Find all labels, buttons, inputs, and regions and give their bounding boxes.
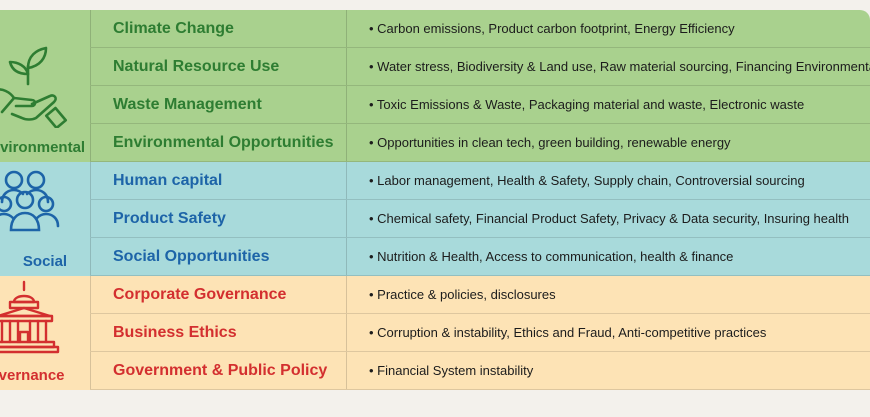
environmental-pillar: Environmental (0, 10, 90, 162)
category-natural-resource-use: Natural Resource Use (90, 48, 347, 85)
category-government-public-policy: Government & Public Policy (90, 352, 347, 389)
table-row: Social Opportunities • Nutrition & Healt… (90, 238, 870, 276)
category-waste-management: Waste Management (90, 86, 347, 123)
table-row: Corporate Governance • Practice & polici… (90, 276, 870, 314)
category-product-safety: Product Safety (90, 200, 347, 237)
description: • Financial System instability (369, 363, 534, 378)
description: • Practice & policies, disclosures (369, 287, 556, 302)
category-climate-change: Climate Change (90, 10, 347, 47)
category-corporate-governance: Corporate Governance (90, 276, 347, 313)
category-environmental-opportunities: Environmental Opportunities (90, 124, 347, 161)
table-row: Product Safety • Chemical safety, Financ… (90, 200, 870, 238)
description: • Corruption & instability, Ethics and F… (369, 325, 767, 340)
governance-pillar: overnance (0, 276, 90, 390)
category-business-ethics: Business Ethics (90, 314, 347, 351)
table-row: Government & Public Policy • Financial S… (90, 352, 870, 390)
description: • Carbon emissions, Product carbon footp… (369, 21, 735, 36)
description: • Chemical safety, Financial Product Saf… (369, 211, 849, 226)
table-row: Environmental Opportunities • Opportunit… (90, 124, 870, 162)
people-group-icon (0, 170, 60, 232)
environmental-label: Environmental (0, 139, 86, 156)
description: • Opportunities in clean tech, green bui… (369, 135, 731, 150)
social-pillar: Social (0, 162, 90, 276)
governance-group: overnance Corporate Governance • Practic… (0, 276, 870, 390)
social-group: Social Human capital • Labor management,… (0, 162, 870, 276)
table-row: Waste Management • Toxic Emissions & Was… (90, 86, 870, 124)
description: • Labor management, Health & Safety, Sup… (369, 173, 805, 188)
category-human-capital: Human capital (90, 162, 347, 199)
environmental-group: Environmental Climate Change • Carbon em… (0, 10, 870, 162)
environmental-rows: Climate Change • Carbon emissions, Produ… (90, 10, 870, 162)
table-row: Human capital • Labor management, Health… (90, 162, 870, 200)
description: • Water stress, Biodiversity & Land use,… (369, 59, 870, 74)
category-social-opportunities: Social Opportunities (90, 238, 347, 275)
social-rows: Human capital • Labor management, Health… (90, 162, 870, 276)
description: • Toxic Emissions & Waste, Packaging mat… (369, 97, 805, 112)
government-building-icon (0, 280, 60, 354)
esg-table: Environmental Climate Change • Carbon em… (0, 10, 870, 390)
table-row: Business Ethics • Corruption & instabili… (90, 314, 870, 352)
table-row: Natural Resource Use • Water stress, Bio… (90, 48, 870, 86)
governance-label: overnance (0, 367, 65, 384)
table-row: Climate Change • Carbon emissions, Produ… (90, 10, 870, 48)
description: • Nutrition & Health, Access to communic… (369, 249, 734, 264)
governance-rows: Corporate Governance • Practice & polici… (90, 276, 870, 390)
plant-in-hand-icon (0, 46, 68, 128)
social-label: Social (22, 253, 68, 270)
